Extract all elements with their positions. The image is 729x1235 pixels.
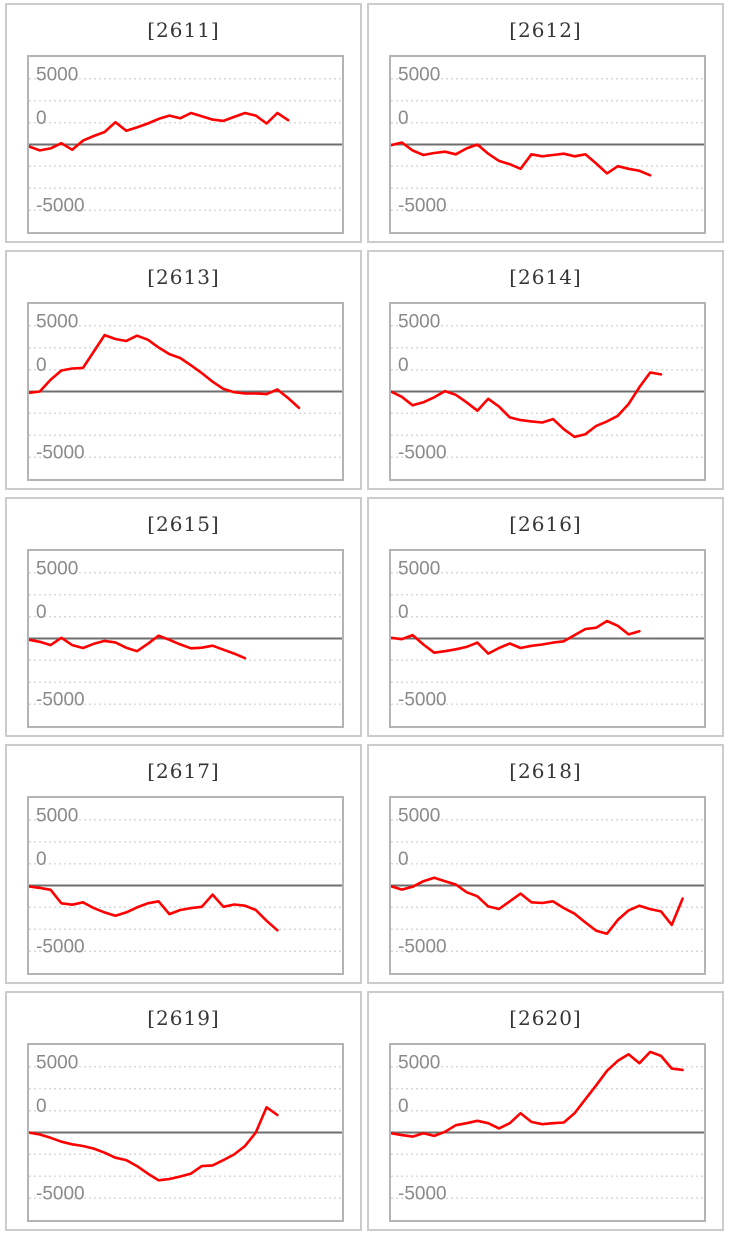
chart-panel: [2617] 5000 0 -5000 <box>5 744 362 984</box>
chart-panel: [2615] 5000 0 -5000 <box>5 497 362 737</box>
chart-panel: [2616] 5000 0 -5000 <box>367 497 724 737</box>
chart-canvas: 5000 0 -5000 <box>29 1052 342 1205</box>
chart-plot-area: 5000 0 -5000 <box>27 549 344 728</box>
y-tick-label: -5000 <box>36 443 85 464</box>
series-line <box>29 634 247 660</box>
chart-panel: [2619] 5000 0 -5000 <box>5 991 362 1231</box>
y-tick-label: 5000 <box>36 1052 78 1073</box>
y-tick-label: -5000 <box>36 690 85 711</box>
series-line <box>29 111 290 152</box>
y-tick-label: 5000 <box>398 805 440 826</box>
series-line <box>391 876 684 935</box>
chart-plot-area: 5000 0 -5000 <box>389 796 706 975</box>
y-tick-label: 0 <box>36 849 47 870</box>
y-tick-label: -5000 <box>398 1184 447 1205</box>
chart-plot-area: 5000 0 -5000 <box>27 796 344 975</box>
chart-plot-area: 5000 0 -5000 <box>389 302 706 481</box>
y-tick-label: -5000 <box>36 196 85 217</box>
y-tick-label: 5000 <box>36 64 78 85</box>
chart-canvas: 5000 0 -5000 <box>29 805 342 958</box>
chart-title: [2612] <box>509 18 582 42</box>
series-line <box>391 371 663 439</box>
y-tick-label: 0 <box>36 355 47 376</box>
chart-panel: [2611] 5000 0 -5000 <box>5 3 362 243</box>
chart-panel: [2614] 5000 0 -5000 <box>367 250 724 490</box>
series-line <box>391 619 641 655</box>
chart-title: [2620] <box>509 1006 582 1030</box>
chart-canvas: 5000 0 -5000 <box>391 64 704 217</box>
chart-panel: [2618] 5000 0 -5000 <box>367 744 724 984</box>
chart-canvas: 5000 0 -5000 <box>391 311 704 464</box>
y-tick-label: -5000 <box>36 937 85 958</box>
y-tick-label: 0 <box>398 602 409 623</box>
series-line <box>391 1050 684 1138</box>
chart-plot-area: 5000 0 -5000 <box>389 549 706 728</box>
y-tick-label: 0 <box>398 1096 409 1117</box>
y-tick-label: 0 <box>36 602 47 623</box>
chart-title: [2618] <box>509 759 582 783</box>
y-tick-label: 0 <box>36 108 47 129</box>
chart-title: [2619] <box>147 1006 220 1030</box>
y-tick-label: 5000 <box>398 311 440 332</box>
chart-plot-area: 5000 0 -5000 <box>27 55 344 234</box>
chart-title: [2616] <box>509 512 582 536</box>
chart-panel: [2612] 5000 0 -5000 <box>367 3 724 243</box>
y-tick-label: 5000 <box>36 805 78 826</box>
chart-panel: [2620] 5000 0 -5000 <box>367 991 724 1231</box>
chart-plot-area: 5000 0 -5000 <box>389 1043 706 1222</box>
charts-grid: [2611] 5000 0 -5000 [2612] 5000 0 -5000 [2613] 50… <box>5 3 724 1231</box>
y-tick-label: -5000 <box>398 937 447 958</box>
chart-title: [2617] <box>147 759 220 783</box>
y-tick-label: 0 <box>398 108 409 129</box>
series-line <box>391 141 652 177</box>
chart-canvas: 5000 0 -5000 <box>391 1050 704 1205</box>
chart-title: [2614] <box>509 265 582 289</box>
chart-canvas: 5000 0 -5000 <box>391 805 704 958</box>
series-line <box>29 333 301 410</box>
chart-plot-area: 5000 0 -5000 <box>27 1043 344 1222</box>
y-tick-label: -5000 <box>398 690 447 711</box>
chart-plot-area: 5000 0 -5000 <box>27 302 344 481</box>
chart-plot-area: 5000 0 -5000 <box>389 55 706 234</box>
chart-title: [2611] <box>147 18 220 42</box>
series-line <box>29 885 279 932</box>
y-tick-label: 5000 <box>398 558 440 579</box>
y-tick-label: -5000 <box>398 196 447 217</box>
y-tick-label: 5000 <box>398 1052 440 1073</box>
y-tick-label: -5000 <box>36 1184 85 1205</box>
y-tick-label: 0 <box>36 1096 47 1117</box>
y-tick-label: 5000 <box>36 311 78 332</box>
chart-canvas: 5000 0 -5000 <box>29 311 342 464</box>
chart-canvas: 5000 0 -5000 <box>391 558 704 711</box>
y-tick-label: 0 <box>398 849 409 870</box>
series-line <box>29 1105 279 1182</box>
chart-panel: [2613] 5000 0 -5000 <box>5 250 362 490</box>
y-tick-label: 5000 <box>36 558 78 579</box>
y-tick-label: 5000 <box>398 64 440 85</box>
chart-title: [2613] <box>147 265 220 289</box>
y-tick-label: -5000 <box>398 443 447 464</box>
y-tick-label: 0 <box>398 355 409 376</box>
chart-canvas: 5000 0 -5000 <box>29 64 342 217</box>
chart-title: [2615] <box>147 512 220 536</box>
chart-canvas: 5000 0 -5000 <box>29 558 342 711</box>
